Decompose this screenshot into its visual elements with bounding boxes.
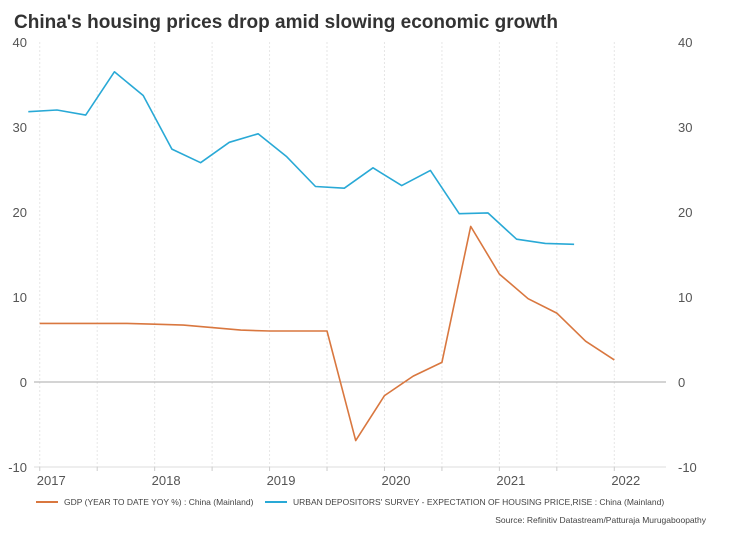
y-tick-label-right: 30 [678,120,692,135]
x-tick-label: 2017 [37,473,66,488]
legend-item-survey: URBAN DEPOSITORS' SURVEY - EXPECTATION O… [265,497,664,507]
y-tick-label-right: 20 [678,205,692,220]
legend: GDP (YEAR TO DATE YOY %) : China (Mainla… [0,497,736,513]
y-tick-label-left: 10 [13,290,27,305]
series-line-survey [28,71,575,246]
y-tick-label-left: 40 [13,35,27,50]
x-tick-label: 2021 [496,473,525,488]
gridlines [39,42,615,467]
y-tick-label-left: 0 [20,375,27,390]
x-tick-label: 2018 [152,473,181,488]
y-tick-label-left: 20 [13,205,27,220]
series-lines [28,71,615,442]
series-line-gdp [39,225,615,442]
legend-swatch-gdp [36,501,58,503]
y-tick-label-right: 0 [678,375,685,390]
chart-title: China's housing prices drop amid slowing… [14,12,558,33]
y-tick-label-right: 40 [678,35,692,50]
y-tick-label-right: -10 [678,460,697,475]
legend-swatch-survey [265,501,287,503]
x-tick-label: 2022 [611,473,640,488]
legend-label-gdp: GDP (YEAR TO DATE YOY %) : China (Mainla… [64,497,254,507]
legend-item-gdp: GDP (YEAR TO DATE YOY %) : China (Mainla… [36,497,253,507]
y-tick-label-right: 10 [678,290,692,305]
y-tick-label-left: -10 [8,460,27,475]
source-note: Source: Refinitiv Datastream/Patturaja M… [495,515,706,525]
x-tick-label: 2020 [382,473,411,488]
x-tick-label: 2019 [267,473,296,488]
y-tick-label-left: 30 [13,120,27,135]
legend-label-survey: URBAN DEPOSITORS' SURVEY - EXPECTATION O… [293,497,665,507]
